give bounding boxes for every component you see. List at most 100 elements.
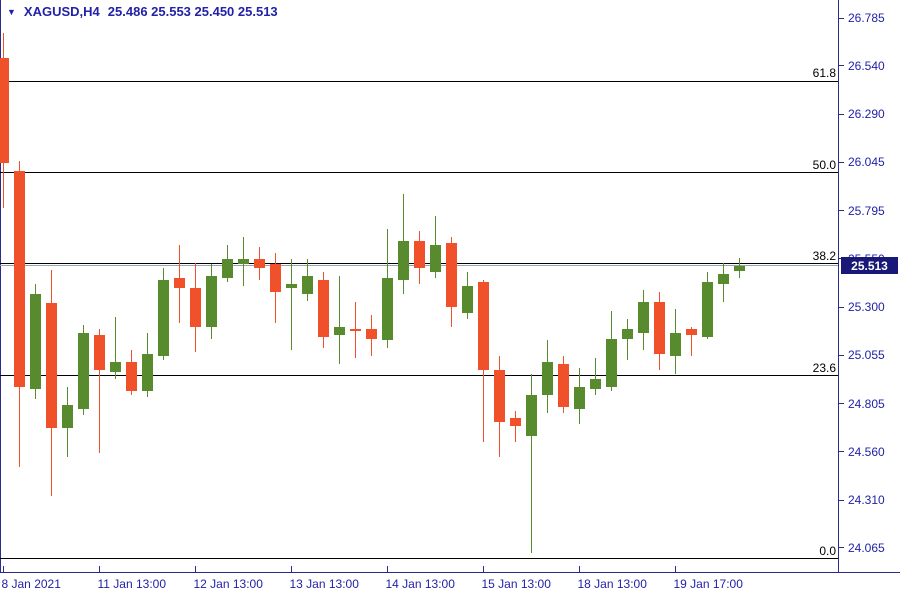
price-axis-tick [839, 499, 844, 501]
candle-wick [515, 410, 516, 442]
candle [190, 287, 201, 327]
symbol-dropdown-icon[interactable]: ▼ [7, 7, 16, 17]
candle [110, 361, 121, 372]
time-axis-label: 15 Jan 13:00 [481, 577, 551, 591]
candle [46, 303, 57, 429]
candle [478, 282, 489, 370]
candle [542, 361, 553, 396]
candle [366, 328, 377, 339]
candle [462, 285, 473, 314]
candle [494, 369, 505, 423]
candle [590, 379, 601, 390]
time-axis-label: 18 Jan 13:00 [577, 577, 647, 591]
price-axis-label: 25.300 [848, 300, 885, 315]
candle [222, 258, 233, 279]
fib-level-line-0.0[interactable] [0, 558, 838, 560]
time-axis-tick [675, 566, 676, 572]
candle-wick [291, 258, 292, 351]
time-axis-label: 14 Jan 13:00 [385, 577, 455, 591]
fib-level-line-61.8[interactable] [0, 80, 838, 82]
price-axis-tick [839, 17, 844, 19]
time-axis-tick [483, 566, 484, 572]
price-axis-label: 25.795 [848, 203, 885, 218]
time-axis-tick [387, 566, 388, 572]
time-axis-tick [195, 566, 196, 572]
price-axis-tick [839, 354, 844, 356]
fib-level-line-50.0[interactable] [0, 172, 838, 174]
price-axis-tick [839, 210, 844, 212]
candle [558, 363, 569, 407]
fib-level-label-50.0: 50.0 [812, 157, 836, 172]
symbol-quote-line: ▼ XAGUSD,H4 25.486 25.553 25.450 25.513 [7, 4, 278, 19]
price-axis-label: 26.290 [848, 107, 885, 122]
candle [350, 328, 361, 331]
candle-wick [339, 276, 340, 364]
price-axis-label: 26.540 [848, 58, 885, 73]
candle [78, 332, 89, 409]
candle [238, 258, 249, 265]
candle-wick [115, 317, 116, 380]
time-axis-tick [3, 566, 4, 572]
candle [430, 245, 441, 273]
time-axis-label: 12 Jan 13:00 [193, 577, 263, 591]
candle [686, 328, 697, 335]
price-axis-tick [839, 306, 844, 308]
candle [654, 301, 665, 355]
candle-wick [691, 326, 692, 357]
candle [286, 283, 297, 288]
candle [254, 258, 265, 269]
price-axis-tick [839, 451, 844, 453]
price-axis-tick [839, 547, 844, 549]
chart-frame-right [838, 0, 839, 573]
candle [510, 418, 521, 427]
candle [606, 338, 617, 388]
candle [270, 264, 281, 292]
price-axis-label: 26.785 [848, 11, 885, 25]
fib-level-label-61.8: 61.8 [812, 66, 836, 81]
candle [142, 354, 153, 392]
fib-level-label-23.6: 23.6 [812, 360, 836, 375]
fib-level-line-23.6[interactable] [0, 375, 838, 377]
price-axis-tick [839, 403, 844, 405]
quote-ohlc-values: 25.486 25.553 25.450 25.513 [107, 4, 278, 19]
price-axis-tick [839, 113, 844, 115]
price-axis-tick [839, 161, 844, 163]
price-axis-label: 24.560 [848, 444, 885, 459]
fib-level-label-38.2: 38.2 [812, 248, 836, 263]
time-axis-tick [99, 566, 100, 572]
time-axis-label: 19 Jan 17:00 [673, 577, 743, 591]
time-axis-label: 13 Jan 13:00 [289, 577, 359, 591]
chart-frame-bottom [0, 572, 900, 573]
candle [318, 280, 329, 337]
candle [574, 387, 585, 409]
candle [62, 404, 73, 429]
current-price-label: 25.513 [841, 257, 898, 275]
candle [158, 280, 169, 357]
time-axis-label: 11 Jan 13:00 [97, 577, 167, 591]
candle [382, 278, 393, 341]
candle [670, 332, 681, 357]
candle [206, 276, 217, 327]
candle [14, 170, 25, 388]
price-axis-label: 24.065 [848, 540, 885, 555]
time-axis-tick [291, 566, 292, 572]
candle [398, 241, 409, 281]
time-axis-tick [579, 566, 580, 572]
price-axis-tick [839, 65, 844, 67]
candle [30, 293, 41, 390]
candle [622, 328, 633, 339]
candle [334, 326, 345, 335]
price-axis-label: 24.310 [848, 493, 885, 508]
candle [94, 334, 105, 370]
candle-wick [531, 373, 532, 553]
fib-level-label-0.0: 0.0 [819, 543, 836, 558]
chart-frame-left [0, 0, 1, 572]
price-axis-label: 26.045 [848, 155, 885, 170]
candle [718, 274, 729, 284]
candle [302, 276, 313, 294]
candle [174, 278, 185, 288]
candle [126, 361, 137, 392]
symbol-timeframe-label: XAGUSD,H4 [23, 4, 100, 19]
